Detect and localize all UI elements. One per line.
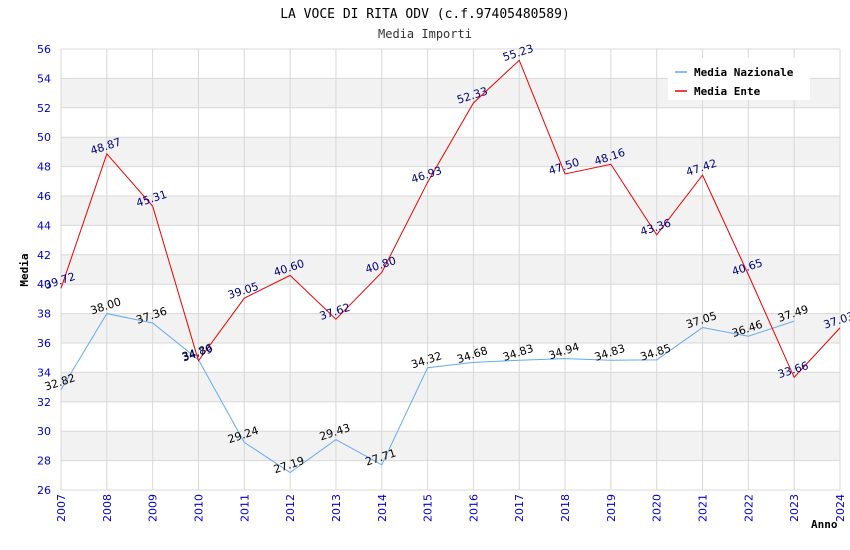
x-tick-label: 2021 <box>697 494 710 522</box>
data-label: 37.03 <box>822 309 850 331</box>
x-tick-label: 2014 <box>376 494 389 522</box>
x-tick-label: 2015 <box>422 494 435 522</box>
grid-band <box>61 196 840 226</box>
y-tick-label: 40 <box>37 278 51 291</box>
chart-title: LA VOCE DI RITA ODV (c.f.97405480589) <box>280 7 570 22</box>
y-tick-label: 36 <box>37 337 51 350</box>
y-tick-label: 46 <box>37 190 51 203</box>
x-tick-label: 2013 <box>330 494 343 522</box>
grid-bands <box>61 78 840 461</box>
x-tick-label: 2018 <box>559 494 572 522</box>
legend-label: Media Ente <box>694 85 761 98</box>
grid-band <box>61 313 840 343</box>
x-tick-label: 2007 <box>55 494 68 522</box>
y-tick-label: 32 <box>37 396 51 409</box>
series-line <box>60 313 795 474</box>
x-axis-label: Anno <box>811 518 838 531</box>
series-lines <box>60 59 841 474</box>
legend: Media Nazionale Media Ente <box>668 58 810 100</box>
grid-band <box>61 372 840 402</box>
y-tick-label: 42 <box>37 249 51 262</box>
y-tick-label: 56 <box>37 43 51 56</box>
legend-label: Media Nazionale <box>694 66 794 79</box>
x-tick-label: 2010 <box>192 494 205 522</box>
x-tick-label: 2020 <box>651 494 664 522</box>
grid-lines <box>60 48 841 491</box>
y-tick-label: 54 <box>37 72 51 85</box>
x-tick-label: 2008 <box>101 494 114 522</box>
data-label: 39.72 <box>43 270 77 292</box>
y-tick-label: 28 <box>37 455 51 468</box>
chart-subtitle: Media Importi <box>378 27 472 41</box>
x-tick-label: 2017 <box>513 494 526 522</box>
grid-band <box>61 254 840 285</box>
x-axis-ticks: 2007 2008 2009 2010 2011 2012 2013 2014 2015 2016… <box>55 494 847 522</box>
x-tick-label: 2012 <box>284 494 297 522</box>
data-label: 46.93 <box>410 164 444 186</box>
x-tick-label: 2019 <box>605 494 618 522</box>
x-tick-label: 2023 <box>788 494 801 522</box>
x-tick-label: 2011 <box>238 494 251 522</box>
data-label: 34.32 <box>410 349 444 371</box>
grid-band <box>61 431 840 461</box>
y-tick-label: 38 <box>37 308 51 321</box>
x-tick-label: 2024 <box>834 494 847 522</box>
y-tick-label: 26 <box>37 484 51 497</box>
data-label: 34.79 <box>180 342 214 364</box>
y-tick-label: 30 <box>37 425 51 438</box>
y-tick-label: 50 <box>37 131 51 144</box>
grid-band <box>61 137 840 167</box>
y-tick-label: 52 <box>37 102 51 115</box>
x-tick-label: 2016 <box>467 494 480 522</box>
y-tick-label: 48 <box>37 161 51 174</box>
x-tick-label: 2022 <box>742 494 755 522</box>
y-axis-label: Media <box>18 253 31 286</box>
x-tick-label: 2009 <box>147 494 160 522</box>
series-line <box>60 59 841 379</box>
y-tick-label: 44 <box>37 219 51 232</box>
y-tick-label: 34 <box>37 366 51 379</box>
y-axis-ticks: 26 28 30 32 34 36 38 40 42 44 46 48 50 52 54 56 <box>37 43 51 497</box>
legend-box <box>668 58 810 100</box>
